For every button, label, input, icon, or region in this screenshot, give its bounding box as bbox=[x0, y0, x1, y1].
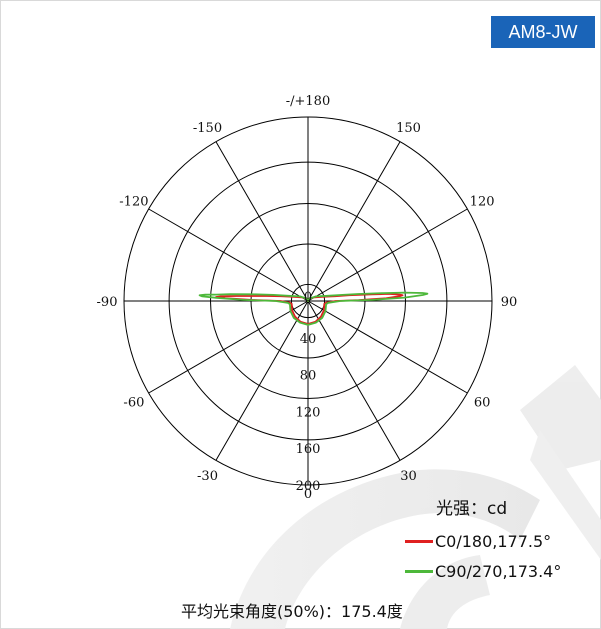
intensity-curves bbox=[198, 291, 429, 326]
angle-label: 120 bbox=[470, 195, 495, 210]
radial-tick-label: 160 bbox=[296, 442, 321, 457]
grid-spoke bbox=[307, 300, 468, 394]
model-badge: AM8-JW bbox=[491, 16, 595, 48]
angle-label: -150 bbox=[193, 121, 222, 136]
grid-spoke bbox=[215, 300, 309, 461]
angle-labels: -/+180 -150 150 -120 120 -90 90 -60 60 -30 30 0 40 80… bbox=[97, 94, 518, 502]
radial-tick-label: 0 bbox=[304, 290, 312, 305]
unit-label: 光强：cd bbox=[436, 499, 508, 519]
legend-label: C0/180,177.5° bbox=[435, 531, 552, 551]
angle-label: 60 bbox=[474, 396, 491, 411]
angle-label: 30 bbox=[400, 469, 417, 484]
legend-item-c0: C0/180,177.5° bbox=[405, 530, 551, 552]
radial-tick-label: 80 bbox=[300, 369, 317, 384]
angle-label: 90 bbox=[501, 295, 518, 310]
watermark-logo bbox=[230, 365, 601, 629]
radial-tick-label: 40 bbox=[300, 332, 317, 347]
legend-item-c90: C90/270,173.4° bbox=[405, 560, 561, 582]
legend-swatch bbox=[405, 569, 433, 573]
angle-label: -/+180 bbox=[286, 94, 330, 109]
grid-spoke bbox=[307, 300, 401, 461]
legend-label: C90/270,173.4° bbox=[435, 561, 562, 581]
radial-tick-label: 120 bbox=[296, 405, 321, 420]
angle-label: -60 bbox=[123, 396, 144, 411]
beam-angle-text: 平均光束角度(50%)：175.4度 bbox=[181, 602, 403, 621]
angle-label: -120 bbox=[119, 195, 148, 210]
bottom-angle-label: 0 bbox=[304, 487, 312, 502]
angle-label: -90 bbox=[97, 295, 118, 310]
grid-spoke bbox=[148, 300, 309, 394]
angle-label: 150 bbox=[396, 121, 421, 136]
grid-spoke bbox=[307, 208, 468, 302]
legend-swatch bbox=[405, 539, 433, 543]
grid-spoke bbox=[215, 141, 309, 302]
series-curve-1 bbox=[198, 291, 429, 326]
radial-tick-label: 200 bbox=[296, 479, 321, 494]
angle-label: -30 bbox=[197, 469, 218, 484]
grid-spoke bbox=[148, 208, 309, 302]
grid-spoke bbox=[307, 141, 401, 302]
